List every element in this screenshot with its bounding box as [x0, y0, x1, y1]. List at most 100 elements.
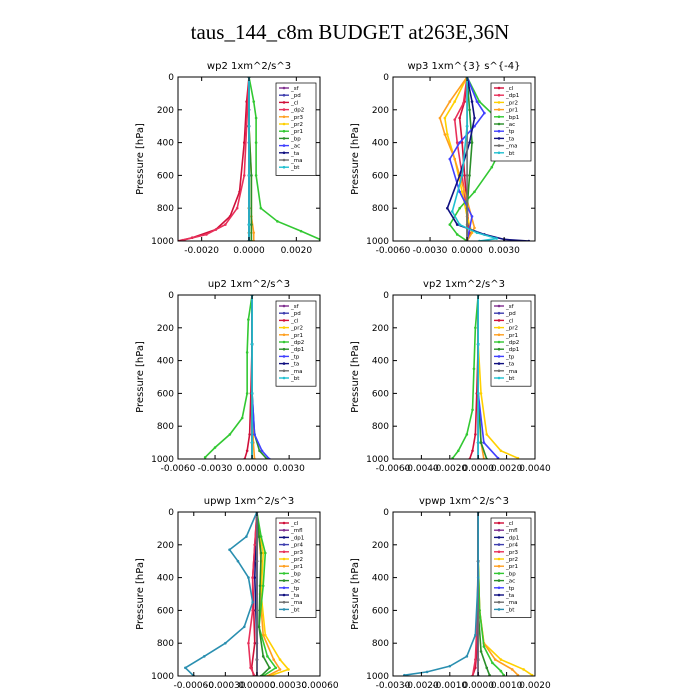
legend-label: _dp2 — [505, 340, 519, 346]
legend-label: _tp — [505, 586, 515, 592]
data-point — [253, 433, 256, 436]
data-point — [259, 535, 263, 538]
legend-marker — [497, 536, 501, 539]
chart-panel-vp2: vp2 1xm^2/s^3 Pressure [hPa] 0 200 400 600 800… — [350, 279, 551, 474]
data-point — [479, 392, 483, 395]
series-line-ac — [256, 512, 271, 676]
data-point — [465, 124, 469, 128]
data-point — [493, 658, 497, 661]
y-tick-label: 400 — [157, 139, 174, 149]
legend-label: _pr2 — [505, 557, 518, 563]
data-point — [403, 673, 406, 676]
data-point — [455, 141, 459, 144]
legend-label: _sf — [290, 86, 300, 92]
legend-marker — [282, 165, 286, 169]
plot-frame — [177, 511, 321, 677]
legend-label: _ma — [505, 369, 517, 375]
data-point — [247, 318, 250, 321]
legend-label: _ma — [290, 369, 302, 375]
legend-label: _ac — [505, 122, 515, 128]
data-point — [224, 223, 227, 226]
series-line-bp — [256, 512, 277, 676]
data-point — [468, 108, 471, 112]
data-point — [264, 551, 267, 555]
legend-label: _ta — [505, 593, 514, 599]
legend-marker — [497, 122, 501, 126]
data-point — [458, 116, 461, 120]
legend-marker — [497, 586, 501, 590]
legend-marker — [282, 319, 286, 322]
data-point — [516, 456, 520, 459]
legend-label: _dp1 — [505, 93, 519, 99]
y-tick-label: 400 — [372, 139, 389, 149]
data-point — [479, 650, 483, 653]
legend-label: _pd — [290, 311, 301, 317]
data-point — [474, 433, 477, 436]
legend-marker — [497, 304, 501, 308]
chart-panel-wp3: wp3 1xm^{3} s^{-4} Pressure [hPa] 0 200 400 6… — [350, 61, 536, 256]
data-point — [465, 433, 469, 436]
legend-marker — [497, 144, 501, 147]
legend-label: _pr2 — [505, 326, 518, 332]
data-point — [450, 210, 454, 213]
y-tick-label: 800 — [157, 422, 174, 432]
data-point — [213, 446, 217, 449]
legend-label: _bt — [505, 151, 515, 157]
y-tick-label: 200 — [157, 324, 174, 334]
data-point — [491, 661, 494, 665]
data-point — [522, 668, 525, 671]
legend-label: _cl — [290, 318, 299, 324]
legend-marker — [282, 543, 286, 546]
series-line-ta — [446, 77, 529, 241]
legend-box — [490, 82, 532, 162]
legend-label: _bt — [505, 607, 515, 613]
legend-marker — [282, 369, 286, 373]
series-line-pr1 — [439, 77, 476, 241]
legend-label: _pr1 — [290, 564, 303, 570]
legend-label: _dp1 — [290, 535, 304, 541]
data-point — [457, 449, 460, 453]
data-point — [260, 449, 264, 453]
series-line-bt — [404, 512, 479, 676]
y-tick-label: 600 — [372, 389, 389, 399]
data-point — [458, 223, 461, 226]
y-axis-label: Pressure [hPa] — [350, 341, 361, 413]
legend-marker — [282, 158, 286, 162]
legend-marker — [282, 579, 286, 582]
data-point — [255, 559, 259, 563]
data-point — [266, 655, 269, 658]
legend-marker — [282, 340, 286, 344]
legend-label: _cl — [290, 521, 299, 527]
data-point — [236, 559, 240, 563]
legend-label: _cl — [290, 100, 299, 106]
x-tick-label: 0.0020 — [281, 246, 313, 256]
legend-marker — [282, 122, 286, 126]
data-point — [460, 190, 464, 194]
legend-label: _ma — [505, 144, 517, 150]
legend-marker — [282, 144, 286, 147]
data-point — [465, 174, 469, 177]
data-point — [472, 367, 476, 371]
chart-title: vp2 1xm^2/s^3 — [423, 279, 505, 290]
data-point — [261, 655, 265, 658]
legend-label: _pr4 — [290, 543, 304, 549]
data-point — [253, 543, 257, 547]
y-tick-label: 1000 — [366, 237, 389, 247]
data-point — [251, 609, 254, 612]
legend-marker — [497, 557, 501, 561]
legend-marker — [282, 304, 286, 308]
legend-label: _bp — [290, 136, 301, 142]
legend-label: _ta — [290, 362, 299, 368]
x-tick-label: 0.0020 — [491, 464, 523, 474]
data-point — [490, 165, 494, 169]
data-point — [443, 133, 447, 136]
legend-marker — [282, 376, 286, 380]
data-point — [250, 174, 253, 177]
data-point — [482, 645, 486, 648]
data-point — [247, 124, 251, 128]
y-tick-label: 1000 — [366, 672, 389, 682]
legend-marker — [282, 536, 286, 539]
chart-title: wp2 1xm^2/s^3 — [207, 61, 291, 72]
legend-box — [490, 300, 532, 387]
data-point — [468, 174, 471, 177]
